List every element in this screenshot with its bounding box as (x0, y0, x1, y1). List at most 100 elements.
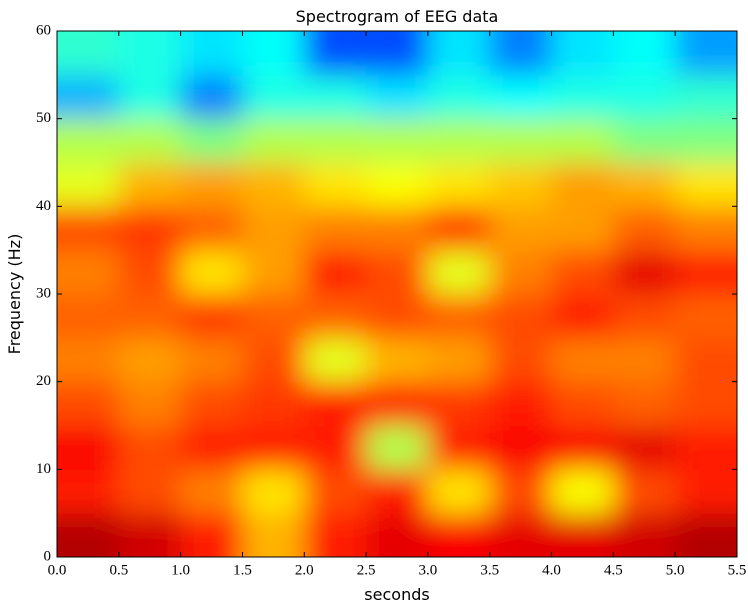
heatmap-cell (180, 31, 243, 76)
heatmap-cell (427, 337, 491, 383)
heatmap-cell (180, 162, 243, 207)
heatmap-cell (118, 74, 182, 120)
heatmap-cell (675, 162, 737, 207)
heatmap-cell (118, 469, 182, 514)
heatmap-cell (366, 469, 429, 514)
heatmap-cell (551, 513, 614, 557)
heatmap-cell (242, 118, 305, 163)
y-tick-label: 60 (36, 22, 51, 38)
heatmap-cell (366, 162, 429, 207)
heatmap-cell (551, 337, 614, 383)
heatmap-cell (57, 469, 120, 514)
heatmap-cell (366, 31, 429, 76)
heatmap-cell (180, 294, 243, 339)
heatmap-cell (57, 337, 120, 383)
heatmap-cell (304, 250, 367, 295)
heatmap-cell (613, 469, 676, 514)
y-tick-label: 40 (36, 198, 51, 214)
heatmap-cell (613, 206, 676, 251)
heatmap-cell (180, 206, 243, 251)
heatmap-cell (57, 162, 120, 207)
heatmap-cell (57, 381, 120, 426)
x-tick-label: 3.0 (419, 562, 438, 578)
heatmap-cell (118, 118, 182, 163)
heatmap-cell (489, 74, 553, 120)
heatmap-cell (675, 206, 737, 251)
heatmap-cell (304, 206, 367, 251)
heatmap-cell (118, 31, 182, 76)
heatmap-cell (675, 250, 737, 295)
y-tick-label: 0 (44, 548, 52, 564)
heatmap-cell (57, 118, 120, 163)
heatmap-cell (613, 294, 676, 339)
heatmap-cell (675, 425, 737, 470)
y-tick-label: 10 (36, 461, 51, 477)
heatmap-cell (675, 513, 737, 557)
heatmap-cell (489, 513, 553, 557)
heatmap-cell (366, 118, 429, 163)
heatmap-cell (118, 206, 182, 251)
x-tick-label: 1.0 (171, 562, 190, 578)
heatmap-cell (118, 513, 182, 557)
heatmap-cell (180, 118, 243, 163)
x-tick-label: 5.0 (666, 562, 685, 578)
x-tick-label: 4.0 (542, 562, 561, 578)
heatmap-cell (57, 206, 120, 251)
heatmap-cell (489, 31, 553, 76)
heatmap-cell (304, 162, 367, 207)
x-tick-label: 0.0 (48, 562, 67, 578)
heatmap-cell (304, 118, 367, 163)
heatmap-cell (551, 162, 614, 207)
heatmap-cell (551, 250, 614, 295)
heatmap-cell (57, 31, 120, 76)
heatmap-cell (242, 250, 305, 295)
heatmap-cell (304, 74, 367, 120)
heatmap-cell (427, 381, 491, 426)
x-tick-label: 2.0 (295, 562, 314, 578)
axes: 0.0 0.5 1.0 1.5 2.0 2.5 3.0 3.5 4.0 4.5 5.0 5.5 0 10 2… (36, 22, 746, 578)
heatmap-cell (675, 31, 737, 76)
chart-title: Spectrogram of EEG data (296, 7, 499, 26)
heatmap-cell (118, 294, 182, 339)
x-tick-label: 5.5 (728, 562, 747, 578)
heatmap-cell (366, 294, 429, 339)
x-axis-label: seconds (364, 585, 429, 604)
y-axis-label: Frequency (Hz) (5, 234, 24, 355)
heatmap-cell (675, 469, 737, 514)
heatmap-cell (613, 118, 676, 163)
heatmap-cell (180, 469, 243, 514)
heatmap-cell (242, 469, 305, 514)
heatmap-cell (551, 469, 614, 514)
heatmap-cell (613, 513, 676, 557)
heatmap-cell (427, 31, 491, 76)
heatmap-cell (427, 162, 491, 207)
heatmap-cell (304, 381, 367, 426)
heatmap-cell (489, 425, 553, 470)
heatmap-cell (57, 425, 120, 470)
heatmap-cell (427, 74, 491, 120)
x-tick-label: 4.5 (604, 562, 623, 578)
heatmap-cell (242, 31, 305, 76)
heatmap-cell (489, 250, 553, 295)
heatmap-cell (366, 74, 429, 120)
heatmap-cell (118, 425, 182, 470)
y-tick-label: 30 (36, 285, 51, 301)
heatmap-cell (427, 513, 491, 557)
x-tick-label: 2.5 (357, 562, 376, 578)
heatmap-cell (551, 31, 614, 76)
heatmap-cell (489, 294, 553, 339)
heatmap-cell (489, 118, 553, 163)
heatmap-cell (57, 250, 120, 295)
heatmap-cell (366, 206, 429, 251)
heatmap-cell (242, 206, 305, 251)
plot-area (57, 31, 737, 557)
heatmap-cell (489, 381, 553, 426)
heatmap-cell (675, 118, 737, 163)
heatmap-cell (613, 250, 676, 295)
y-tick-label: 20 (36, 373, 51, 389)
heatmap-cell (304, 513, 367, 557)
heatmap-cell (551, 206, 614, 251)
heatmap-cell (675, 294, 737, 339)
heatmap-cell (427, 425, 491, 470)
